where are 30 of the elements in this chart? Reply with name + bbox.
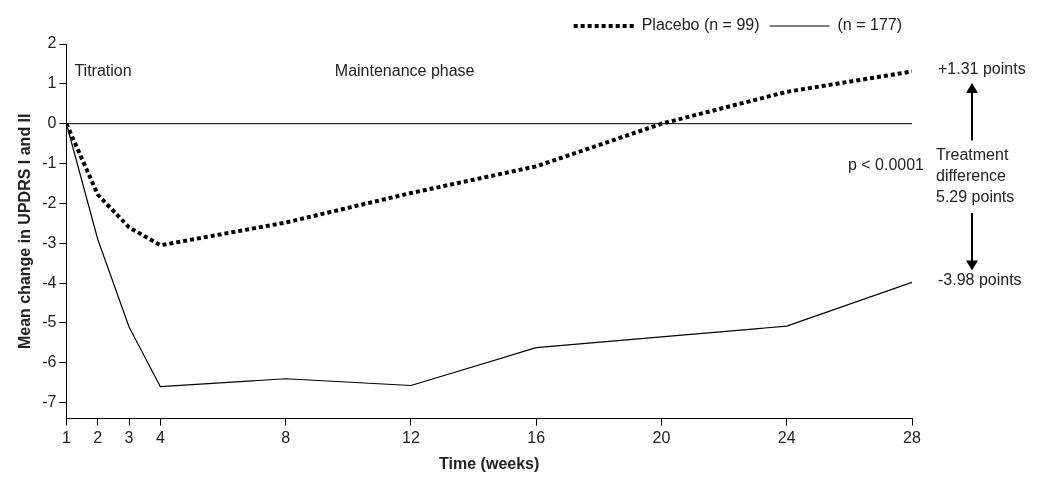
y-tick-label: -1 [42,153,57,171]
y-tick-label: -6 [42,353,57,371]
x-tick-label: 2 [93,428,103,446]
y-tick-label: -7 [42,393,57,411]
y-tick-label: -3 [42,233,57,251]
x-tick-label: 1 [61,428,71,446]
x-tick-label: 12 [402,428,420,446]
annotation: -3.98 points [938,270,1022,288]
y-tick-label: 1 [47,74,57,92]
x-tick-label: 16 [527,428,546,446]
y-tick-label: -5 [42,313,57,331]
y-axis-title: Mean change in UPDRS I and II [16,113,34,350]
x-tick-label: 28 [903,428,921,446]
x-tick-label: 3 [124,428,134,446]
x-axis-title: Time (weeks) [439,454,540,472]
text: Treatment difference 5.29 points [936,146,1015,206]
y-tick-label: -4 [42,273,57,291]
annotation: +1.31 points [938,59,1026,77]
annotation: Titration [74,62,132,80]
x-tick-label: 4 [155,428,165,446]
annotation: p < 0.0001 [847,155,925,173]
legend-label: (n = 177) [837,16,902,34]
annotation: Maintenance phase [334,62,475,80]
x-tick-label: 24 [777,428,796,446]
x-tick-label: 20 [652,428,671,446]
legend-label: Placebo (n = 99) [641,16,760,34]
y-tick-label: 0 [47,114,57,132]
y-tick-label: 2 [47,34,57,52]
x-tick-label: 8 [281,428,291,446]
y-tick-label: -2 [42,193,57,211]
